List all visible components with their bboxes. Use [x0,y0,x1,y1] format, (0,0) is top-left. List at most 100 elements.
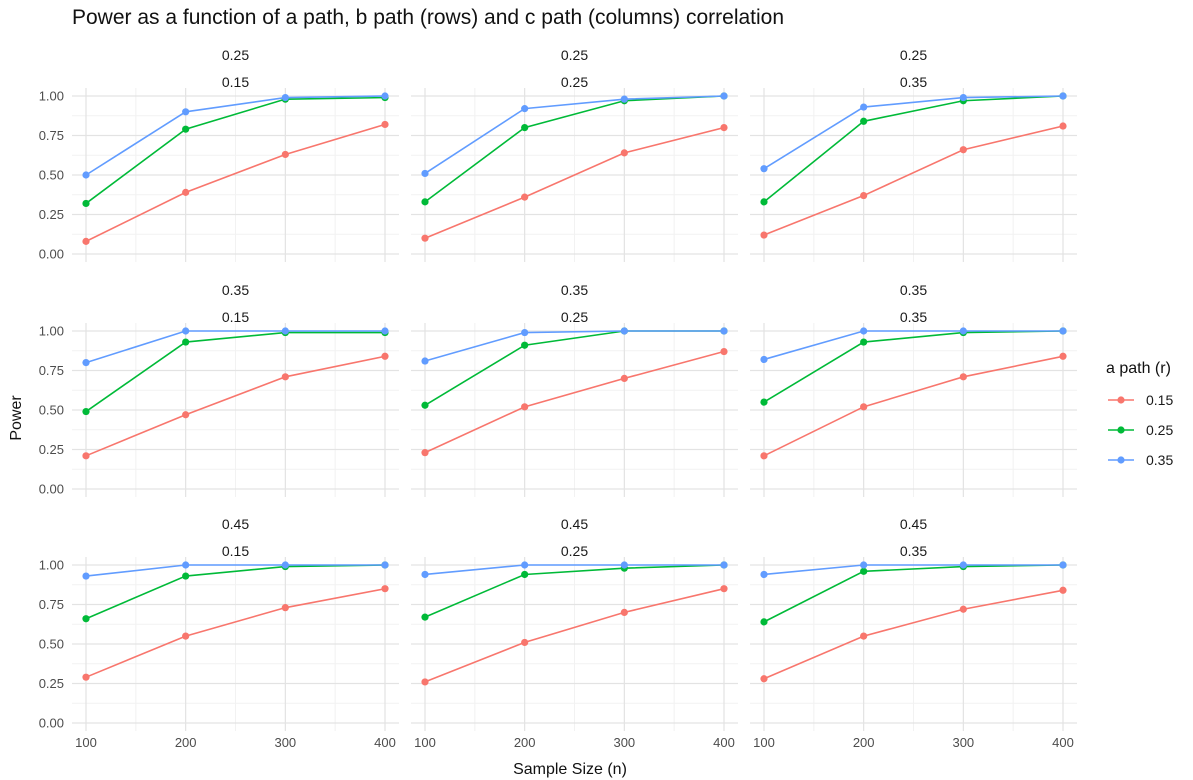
x-tick-label: 300 [952,735,974,750]
strip-label-row: 0.25 [222,47,249,63]
data-point [1059,586,1067,594]
data-point [860,561,868,569]
series-line-a-0.25 [85,331,385,413]
legend-key-point [1117,426,1125,434]
data-point [860,567,868,575]
x-axis-title: Sample Size (n) [513,761,627,778]
y-tick-label: 0.75 [39,363,64,378]
data-point [82,407,90,416]
data-point [760,618,768,626]
facet-panel-8: 0.45 0.25 100 200 300 400 [411,516,738,750]
data-point [521,638,529,647]
data-point [281,373,289,381]
data-point [620,608,628,617]
data-point [521,193,529,201]
data-point [860,632,868,640]
data-point [959,561,967,569]
facet-panel-6: 0.35 0.35 [750,282,1077,497]
data-point [182,327,190,335]
y-tick-label: 1.00 [39,89,64,104]
data-point [620,327,628,335]
data-point [421,449,429,457]
series-line-a-0.35 [763,330,1063,361]
data-point [860,117,868,125]
data-point [720,124,728,132]
data-point [959,327,967,335]
x-tick-label: 400 [1052,735,1074,750]
strip-label-row: 0.45 [561,516,588,532]
data-point [182,572,190,580]
chart-title: Power as a function of a path, b path (r… [72,6,784,29]
strip-label-row: 0.35 [561,282,588,298]
y-tick-label: 0.25 [39,207,64,222]
legend: a path (r) 0.15 0.25 0.35 [1106,360,1173,468]
series-line-a-0.25 [85,96,386,205]
series-line-a-0.15 [85,587,386,678]
data-point [82,615,90,623]
data-point [381,561,389,569]
series-line-a-0.35 [424,330,724,362]
data-point [381,327,389,335]
y-tick-label: 1.00 [39,558,64,573]
facet-panel-4: 0.35 0.15 0.00 0.25 0.50 0.75 1.00 [39,282,399,497]
data-point [720,92,728,100]
data-point [620,95,628,103]
data-point [760,231,768,239]
series-line-a-0.15 [763,125,1064,236]
data-point [82,673,90,681]
series-line-a-0.15 [763,355,1064,457]
data-point [521,124,529,132]
x-tick-label: 400 [374,735,396,750]
data-point [82,171,90,179]
data-point [959,146,967,154]
data-point [620,374,628,382]
facet-panels: 0.25 0.15 0.00 0.25 0.50 0.75 1.00 0.25 0.25 0.25… [39,47,1077,750]
series-line-a-0.35 [85,564,385,577]
data-point [760,452,768,460]
series-line-a-0.15 [85,123,386,243]
data-point [620,561,628,569]
data-point [720,561,728,569]
series-line-a-0.15 [85,355,386,457]
data-point [421,234,429,242]
y-tick-label: 0.00 [39,247,64,262]
y-tick-label: 0.25 [39,442,64,457]
data-point [421,401,429,409]
legend-key-point [1117,396,1125,404]
data-point [182,561,190,569]
legend-key-point [1117,456,1125,464]
legend-entry-0.25: 0.25 [1108,422,1173,438]
data-point [182,411,190,419]
data-point [281,561,289,569]
strip-label-col: 0.15 [222,543,249,559]
x-tick-label: 200 [853,735,875,750]
x-tick-label: 100 [414,735,436,750]
series-line-a-0.15 [763,589,1064,680]
legend-entry-0.35: 0.35 [1108,452,1173,468]
data-point [421,613,429,621]
y-tick-label: 0.50 [39,637,64,652]
facet-panel-3: 0.25 0.35 [750,47,1077,262]
data-point [1059,122,1067,130]
data-point [1059,561,1067,569]
data-point [281,150,289,159]
y-tick-label: 0.50 [39,403,64,418]
strip-label-col: 0.25 [561,543,588,559]
series-line-a-0.35 [763,564,1063,576]
data-point [381,585,389,593]
data-point [381,120,389,129]
data-point [521,328,529,337]
data-point [860,327,868,335]
data-point [521,403,529,411]
y-tick-label: 0.50 [39,168,64,183]
series-line-a-0.35 [85,330,385,364]
data-point [760,398,768,406]
data-point [381,352,389,360]
data-point [720,327,728,335]
strip-label-col: 0.35 [900,309,927,325]
strip-label-col: 0.25 [561,74,588,90]
strip-label-col: 0.15 [222,74,249,90]
legend-label: 0.25 [1146,422,1173,438]
data-point [1059,92,1067,100]
